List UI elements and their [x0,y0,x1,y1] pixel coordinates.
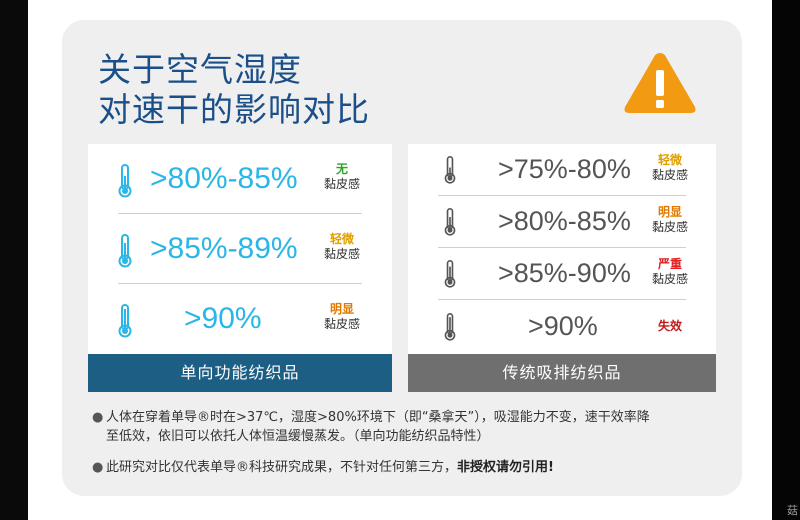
level-label: 明显 [329,302,354,316]
left-row-3: >90% 明显 黏皮感 [88,284,392,354]
divider [118,213,362,214]
thermometer-icon [118,164,132,198]
note-2-text: 此研究对比仅代表单导®科技研究成果，不针对任何第三方， [106,460,458,475]
humidity-range: >90% [184,302,262,335]
thermometer-icon [444,313,456,341]
thermometer-icon [118,304,132,338]
humidity-range: >85%-89% [150,232,298,265]
level-label: 失效 [657,319,682,333]
note-1-line-2: 至低效，依旧可以依托人体恒温缓慢蒸发。（单向功能纺织品特性） [106,429,490,444]
right-row-2: >80%-85% 明显 黏皮感 [408,196,716,248]
right-category-label: 传统吸排纺织品 [408,354,716,392]
level-sub: 黏皮感 [651,220,688,234]
warning-icon [624,53,696,113]
level-label: 轻微 [657,153,682,167]
thermometer-icon [444,156,456,184]
stickiness-level: 轻微 黏皮感 [648,153,692,183]
divider [118,283,362,284]
divider [438,299,686,300]
level-sub: 黏皮感 [323,247,360,261]
thermometer-icon [118,234,132,268]
stickiness-level: 明显 黏皮感 [648,205,692,235]
title-line-1: 关于空气湿度 [98,50,302,89]
watermark: 菇 [787,504,798,517]
bullet-icon: ● [92,460,104,475]
left-row-1: >80%-85% 无 黏皮感 [88,144,392,214]
note-1: ● 人体在穿着单导®时在>37℃，湿度>80%环境下（即“桑拿天”），吸湿能力不… [92,408,712,446]
note-2: ● 此研究对比仅代表单导®科技研究成果，不针对任何第三方，非授权请勿引用! [92,458,712,477]
left-category-label: 单向功能纺织品 [88,354,392,392]
note-1-line-1: 人体在穿着单导®时在>37℃，湿度>80%环境下（即“桑拿天”），吸湿能力不变，… [106,410,650,425]
humidity-range: >75%-80% [498,154,631,184]
humidity-range: >85%-90% [498,258,631,288]
humidity-range: >80%-85% [150,162,298,195]
divider [438,247,686,248]
level-sub: 黏皮感 [323,177,360,191]
divider [438,195,686,196]
right-border [772,0,800,520]
humidity-range: >80%-85% [498,206,631,236]
right-row-1: >75%-80% 轻微 黏皮感 [408,144,716,196]
level-sub: 黏皮感 [651,168,688,182]
title-line-2: 对速干的影响对比 [98,90,370,129]
right-row-4: >90% 失效 [408,300,716,354]
humidity-range: >90% [528,311,598,341]
level-label: 明显 [657,205,682,219]
thermometer-icon [444,208,456,236]
stickiness-level: 明显 黏皮感 [320,302,364,332]
stickiness-level: 无 黏皮感 [320,162,364,192]
note-2-warning: 非授权请勿引用! [457,460,554,475]
right-row-3: >85%-90% 严重 黏皮感 [408,248,716,300]
stickiness-level: 轻微 黏皮感 [320,232,364,262]
level-sub: 黏皮感 [651,272,688,286]
level-sub: 黏皮感 [323,317,360,331]
content-panel: 关于空气湿度 对速干的影响对比 >80%-85% 无 黏皮感 [62,20,742,496]
level-label: 无 [335,162,348,176]
level-label: 严重 [657,257,682,271]
infographic-card: 关于空气湿度 对速干的影响对比 >80%-85% 无 黏皮感 [28,0,772,520]
left-row-2: >85%-89% 轻微 黏皮感 [88,214,392,284]
bullet-icon: ● [92,410,104,425]
stickiness-level: 失效 [648,319,692,334]
left-border [0,0,28,520]
left-comparison-box: >80%-85% 无 黏皮感 >85%-89% 轻微 黏皮感 [88,144,392,392]
stickiness-level: 严重 黏皮感 [648,257,692,287]
right-comparison-box: >75%-80% 轻微 黏皮感 >80%-85% 明显 黏皮感 [408,144,716,392]
page-title: 关于空气湿度 对速干的影响对比 [98,50,370,130]
level-label: 轻微 [329,232,354,246]
thermometer-icon [444,260,456,288]
